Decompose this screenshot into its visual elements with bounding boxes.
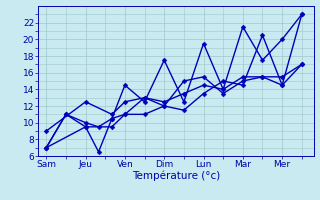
X-axis label: Température (°c): Température (°c) — [132, 171, 220, 181]
